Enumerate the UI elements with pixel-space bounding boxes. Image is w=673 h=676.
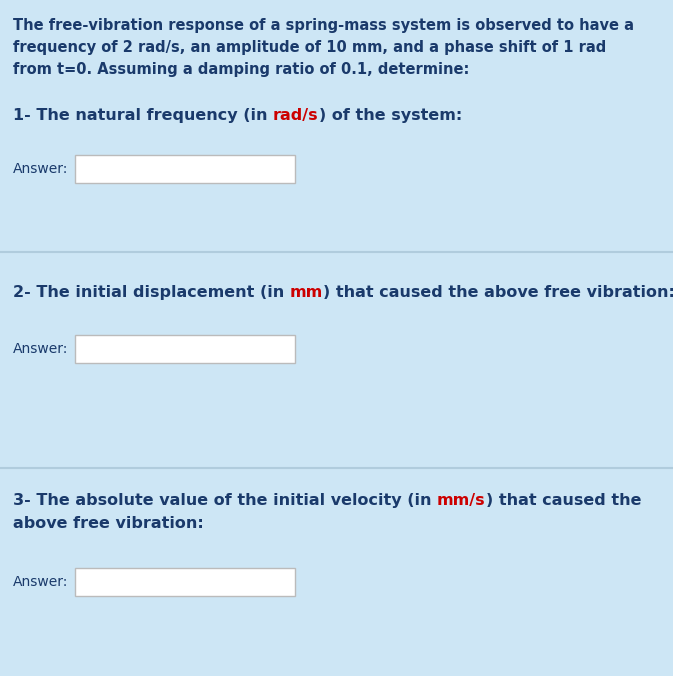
Text: 1- The natural frequency (in: 1- The natural frequency (in — [13, 108, 273, 123]
Text: Answer:: Answer: — [13, 342, 69, 356]
Text: ) that caused the above free vibration:: ) that caused the above free vibration: — [323, 285, 673, 300]
Text: Answer:: Answer: — [13, 162, 69, 176]
Text: 2- The initial displacement (in: 2- The initial displacement (in — [13, 285, 290, 300]
Text: 3- The absolute value of the initial velocity (in: 3- The absolute value of the initial vel… — [13, 493, 437, 508]
Text: mm/s: mm/s — [437, 493, 486, 508]
Text: frequency of 2 rad/s, an amplitude of 10 mm, and a phase shift of 1 rad: frequency of 2 rad/s, an amplitude of 10… — [13, 40, 606, 55]
Bar — [75, 335, 295, 363]
Text: from t=0. Assuming a damping ratio of 0.1, determine:: from t=0. Assuming a damping ratio of 0.… — [13, 62, 469, 77]
Bar — [75, 155, 295, 183]
Text: ) of the system:: ) of the system: — [319, 108, 462, 123]
Text: mm: mm — [290, 285, 323, 300]
Bar — [75, 568, 295, 596]
Text: above free vibration:: above free vibration: — [13, 516, 204, 531]
Text: rad/s: rad/s — [273, 108, 319, 123]
Text: ) that caused the: ) that caused the — [486, 493, 641, 508]
Text: The free-vibration response of a spring-mass system is observed to have a: The free-vibration response of a spring-… — [13, 18, 634, 33]
Text: Answer:: Answer: — [13, 575, 69, 589]
